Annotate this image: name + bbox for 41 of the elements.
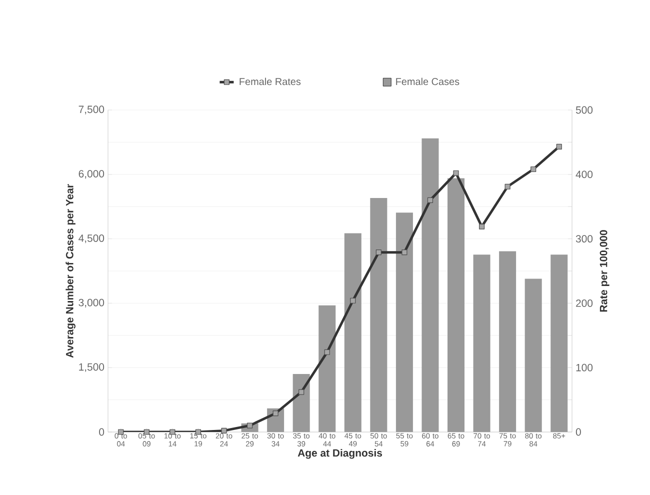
point (324, 349, 330, 355)
y-tick-label: 0 (99, 428, 104, 436)
point (298, 389, 304, 395)
point (453, 170, 459, 176)
point (221, 428, 227, 434)
bar (448, 178, 465, 432)
y2-tick-label: 200 (576, 300, 593, 307)
bar (292, 374, 310, 432)
y-axis-title: Average Number of Cases per Year (66, 184, 76, 358)
y-tick-label: 6,000 (78, 170, 104, 179)
point (556, 144, 562, 150)
bar (344, 233, 362, 432)
y-tick-label: 4,500 (78, 234, 104, 244)
y2-tick-label: 100 (576, 364, 593, 372)
bar (550, 254, 568, 432)
point (478, 224, 485, 230)
bar (422, 138, 439, 432)
bar (318, 305, 336, 432)
y2-tick-label: 0 (576, 428, 581, 436)
y2-tick-label: 500 (576, 106, 593, 114)
bar (370, 198, 388, 432)
point (402, 250, 408, 256)
bar (473, 254, 490, 432)
point (427, 197, 434, 203)
point (530, 166, 536, 172)
y2-tick-label: 300 (576, 235, 593, 243)
y-tick-label: 7,500 (78, 106, 104, 114)
bar (396, 212, 413, 432)
y2-axis-title: Rate per 100,000 (600, 230, 610, 312)
legend-label: Female Cases (396, 78, 460, 86)
legend-label: Female Rates (240, 78, 301, 86)
point (272, 410, 278, 416)
point (376, 250, 382, 256)
y-tick-label: 3,000 (78, 298, 104, 308)
bar (499, 251, 516, 432)
point (504, 184, 510, 190)
bar (524, 278, 542, 432)
y2-tick-label: 400 (576, 170, 593, 178)
y-tick-label: 1,500 (79, 363, 104, 372)
point (350, 298, 356, 304)
x-axis-title: Age at Diagnosis (298, 448, 382, 459)
